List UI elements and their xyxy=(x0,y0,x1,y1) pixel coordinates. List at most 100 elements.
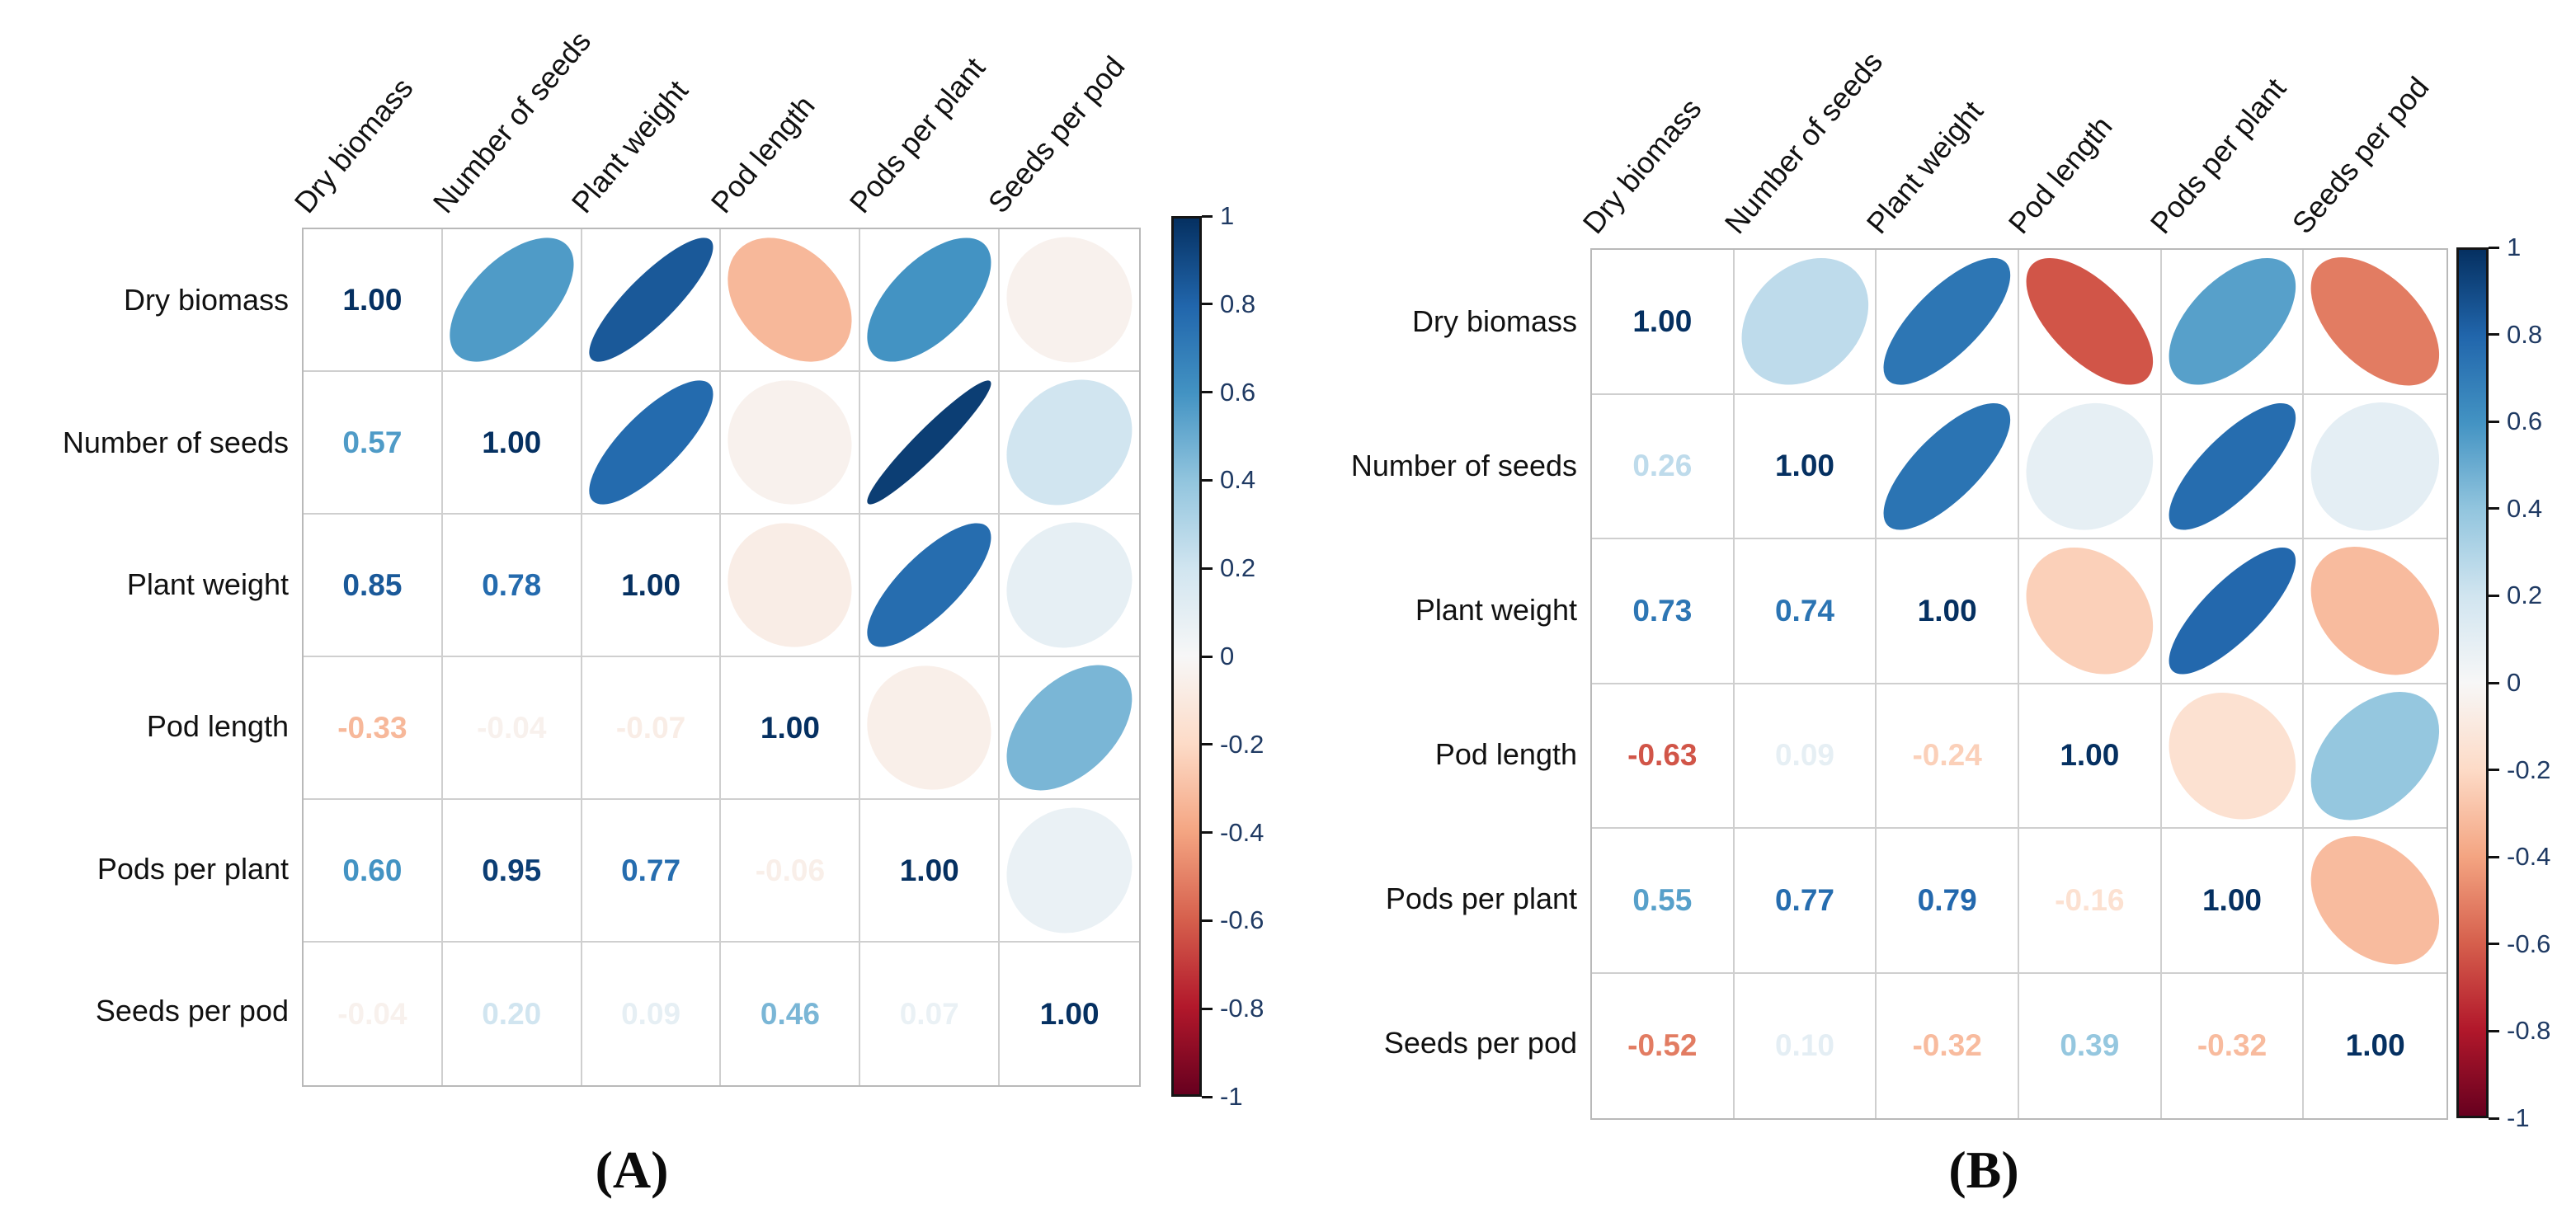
matrix-cell-r2-c4 xyxy=(860,515,1001,657)
corr-ellipse-icon xyxy=(1006,237,1133,363)
matrix-cell-r4-c2: 0.77 xyxy=(582,800,722,943)
row-label-2: Plant weight xyxy=(1415,593,1577,628)
corr-value: 0.78 xyxy=(482,567,542,602)
corr-value: 0.39 xyxy=(2060,1028,2120,1063)
matrix-cell-r3-c2: -0.24 xyxy=(1877,684,2019,829)
matrix-cell-r0-c1 xyxy=(1734,250,1877,395)
colorbar-tick xyxy=(2489,333,2499,336)
matrix-cell-r0-c5 xyxy=(1000,229,1139,372)
corr-ellipse-icon xyxy=(2310,257,2440,386)
matrix-cell-r3-c3: 1.00 xyxy=(2019,684,2162,829)
matrix-cell-r5-c1: 0.20 xyxy=(443,943,582,1085)
colorbar-tick-label: -0.4 xyxy=(1220,817,1264,847)
matrix-cell-r4-c1: 0.77 xyxy=(1734,829,1877,974)
corr-value: 0.60 xyxy=(342,853,403,887)
matrix-cell-r4-c0: 0.55 xyxy=(1592,829,1735,974)
corr-value: 0.85 xyxy=(342,567,403,602)
matrix-cell-r4-c3: -0.06 xyxy=(721,800,861,943)
matrix-cell-r5-c4: 0.07 xyxy=(860,943,1001,1085)
corr-ellipse-icon xyxy=(1883,402,2011,530)
diagonal-value: 1.00 xyxy=(760,710,820,745)
diagonal-value: 1.00 xyxy=(1774,449,1834,483)
matrix-cell-r0-c3 xyxy=(721,229,861,372)
matrix-cell-r2-c3 xyxy=(721,515,861,657)
col-header-1: Number of seeds xyxy=(426,24,598,220)
diagonal-value: 1.00 xyxy=(1039,996,1100,1031)
row-label-3: Pod length xyxy=(1434,736,1577,771)
matrix-cell-r0-c0: 1.00 xyxy=(304,229,443,372)
corr-ellipse-icon xyxy=(867,523,991,647)
col-header-0: Dry biomass xyxy=(287,71,420,219)
row-label-0: Dry biomass xyxy=(123,283,289,317)
col-header-0: Dry biomass xyxy=(1575,92,1708,240)
corr-value: 0.07 xyxy=(899,996,959,1031)
matrix-cell-r0-c2 xyxy=(582,229,722,372)
matrix-cell-r5-c3: 0.39 xyxy=(2019,973,2162,1118)
colorbar-tick xyxy=(1202,391,1213,394)
matrix-cell-r0-c0: 1.00 xyxy=(1592,250,1735,395)
matrix-cell-r5-c0: -0.04 xyxy=(304,943,443,1085)
corr-ellipse-icon xyxy=(2169,547,2296,675)
corr-value: -0.04 xyxy=(337,996,407,1031)
colorbar-tick-label: -0.2 xyxy=(2507,755,2551,784)
col-header-3: Pod length xyxy=(2001,109,2119,240)
corr-ellipse-icon xyxy=(2026,547,2154,675)
matrix-cell-r3-c4 xyxy=(860,657,1001,800)
corr-value: 0.55 xyxy=(1632,882,1693,917)
colorbar-tick-label: 0.4 xyxy=(1220,465,1256,495)
corr-ellipse-icon xyxy=(588,237,713,362)
colorbar-tick-label: 0.2 xyxy=(1220,553,1256,583)
corr-value: -0.32 xyxy=(2197,1028,2268,1063)
colorbar-tick-label: 0.8 xyxy=(2507,319,2543,349)
matrix-cell-r5-c5: 1.00 xyxy=(1000,943,1139,1085)
corr-ellipse-icon xyxy=(2026,257,2154,385)
matrix-cell-r4-c4: 1.00 xyxy=(860,800,1001,943)
row-label-4: Pods per plant xyxy=(1385,881,1577,915)
matrix-cell-r0-c5 xyxy=(2304,250,2446,395)
corr-value: 0.79 xyxy=(1917,882,1977,917)
corr-value: 0.20 xyxy=(482,996,542,1031)
corr-ellipse-icon xyxy=(1741,257,1868,385)
corr-value: 0.73 xyxy=(1632,593,1693,628)
corr-ellipse-icon xyxy=(2310,836,2440,965)
matrix-cell-r0-c4 xyxy=(2161,250,2305,395)
matrix-cell-r4-c1: 0.95 xyxy=(442,800,582,943)
corr-value: -0.24 xyxy=(1912,738,1982,773)
colorbar-tick xyxy=(2489,420,2499,423)
caption-b: (B) xyxy=(1948,1140,2019,1199)
corr-ellipse-icon xyxy=(2310,547,2440,675)
col-header-2: Plant weight xyxy=(1859,94,1990,240)
colorbar-tick-label: -0.2 xyxy=(1220,729,1264,759)
matrix-cell-r4-c4: 1.00 xyxy=(2161,829,2305,974)
corr-value: 0.95 xyxy=(482,853,542,887)
colorbar-tick-label: -1 xyxy=(2507,1103,2530,1132)
col-header-2: Plant weight xyxy=(564,73,695,219)
colorbar xyxy=(1171,216,1202,1097)
corr-ellipse-icon xyxy=(867,380,991,505)
corr-ellipse-icon xyxy=(1006,807,1133,933)
row-label-5: Seeds per pod xyxy=(1383,1025,1577,1060)
matrix-cell-r4-c5 xyxy=(2304,829,2446,974)
corr-ellipse-icon xyxy=(1006,379,1133,505)
colorbar-tick-label: 1 xyxy=(2507,233,2522,261)
matrix-cell-r4-c3: -0.16 xyxy=(2019,829,2162,974)
matrix-cell-r2-c4 xyxy=(2161,539,2305,684)
matrix-cell-r4-c5 xyxy=(1000,800,1139,943)
corr-value: 0.74 xyxy=(1774,593,1834,628)
colorbar-tick-label: 0.4 xyxy=(2507,493,2543,523)
caption-a: (A) xyxy=(595,1140,669,1199)
matrix-cell-r0-c1 xyxy=(442,229,582,372)
corr-ellipse-icon xyxy=(2310,402,2440,530)
matrix-cell-r1-c5 xyxy=(1000,372,1139,515)
matrix-cell-r5-c1: 0.10 xyxy=(1735,973,1877,1118)
colorbar-tick xyxy=(1202,478,1213,482)
diagonal-value: 1.00 xyxy=(2060,738,2120,773)
matrix-cell-r2-c1: 0.78 xyxy=(442,515,582,657)
matrix-cell-r2-c1: 0.74 xyxy=(1734,539,1877,684)
corr-ellipse-icon xyxy=(1883,257,2011,385)
col-header-3: Pod length xyxy=(704,88,822,219)
diagonal-value: 1.00 xyxy=(899,853,959,887)
corr-value: -0.32 xyxy=(1912,1028,1982,1063)
